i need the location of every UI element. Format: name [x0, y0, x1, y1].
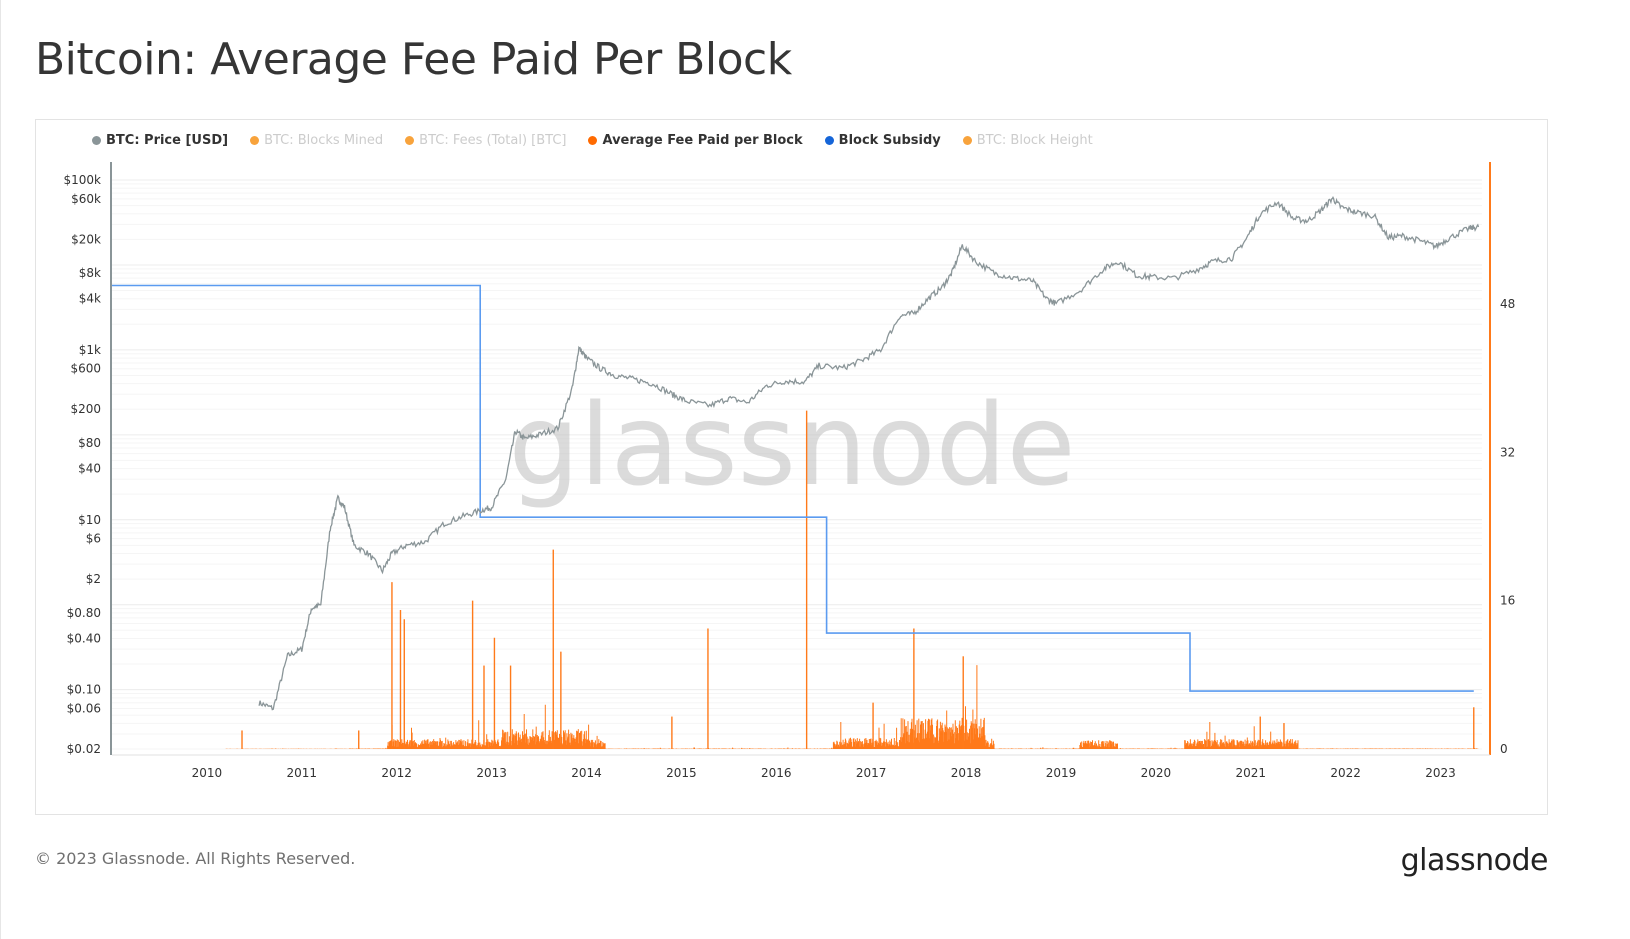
y-right-tick-label: 0	[1500, 742, 1508, 756]
legend-label: BTC: Fees (Total) [BTC]	[419, 132, 567, 148]
x-tick-label: 2014	[571, 766, 602, 780]
y-right-tick-label: 32	[1500, 445, 1515, 459]
subsidy-series	[112, 284, 1474, 692]
fee-activity-bars	[225, 665, 1479, 749]
x-tick-label: 2020	[1141, 766, 1172, 780]
legend-item[interactable]: BTC: Fees (Total) [BTC]	[405, 133, 566, 148]
x-tick-label: 2011	[287, 766, 318, 780]
y-left-tick-label: $0.40	[67, 631, 101, 645]
y-left-tick-label: $60k	[71, 192, 101, 206]
legend-label: Block Subsidy	[838, 132, 941, 148]
y-right-tick-label: 48	[1500, 297, 1515, 311]
y-left-tick-label: $0.10	[67, 683, 101, 697]
legend-item[interactable]: BTC: Block Height	[962, 132, 1093, 148]
grid	[112, 179, 1482, 750]
legend-item[interactable]: Average Fee Paid per Block	[588, 132, 803, 148]
watermark: glassnode	[508, 381, 1075, 511]
x-tick-label: 2013	[476, 766, 507, 780]
x-tick-label: 2018	[951, 766, 982, 780]
x-tick-label: 2017	[856, 766, 887, 780]
x-tick-label: 2022	[1330, 766, 1361, 780]
glassnode-logo[interactable]: glassnode	[1400, 843, 1549, 878]
y-left-tick-label: $20k	[71, 232, 101, 246]
page-title: Bitcoin: Average Fee Paid Per Block	[35, 34, 792, 85]
legend-dot-icon	[250, 135, 260, 145]
fees-series	[225, 410, 1479, 749]
axes	[110, 162, 1491, 756]
legend-dot-icon	[824, 135, 834, 145]
chart-frame	[35, 119, 1548, 815]
y-right-tick-label: 16	[1500, 594, 1515, 608]
legend-label: BTC: Block Height	[976, 132, 1093, 148]
page-border	[0, 0, 1, 939]
x-tick-label: 2015	[666, 766, 697, 780]
x-tick-label: 2021	[1235, 766, 1266, 780]
y-left-tick-label: $8k	[79, 266, 101, 280]
legend-dot-icon	[588, 135, 598, 145]
legend-item[interactable]: BTC: Blocks Mined	[250, 133, 383, 148]
x-tick-label: 2010	[192, 766, 223, 780]
y-left-tick-label: $80	[78, 436, 101, 450]
y-left-tick-label: $0.06	[67, 701, 101, 715]
y-left-tick-label: $10	[78, 513, 101, 527]
legend-dot-icon	[962, 135, 972, 145]
price-line	[258, 195, 1480, 711]
y-left-tick-label: $0.02	[67, 742, 101, 756]
copyright-footer: © 2023 Glassnode. All Rights Reserved.	[35, 849, 356, 868]
y-left-tick-label: $600	[70, 362, 101, 376]
legend-item[interactable]: BTC: Price [USD]	[92, 133, 228, 148]
legend-label: BTC: Blocks Mined	[264, 132, 384, 148]
x-tick-label: 2012	[381, 766, 412, 780]
legend-dot-icon	[92, 135, 101, 145]
x-tick-label: 2019	[1046, 766, 1077, 780]
legend-label: Average Fee Paid per Block	[602, 132, 803, 148]
y-left-tick-label: $200	[70, 402, 101, 416]
chart-legend: BTC: Price [USD] BTC: Blocks Mined BTC: Fe…	[92, 132, 1093, 148]
y-left-tick-label: $0.80	[67, 606, 101, 620]
legend-dot-icon	[405, 135, 415, 145]
y-left-tick-label: $40	[78, 462, 101, 476]
legend-label: BTC: Price [USD]	[106, 132, 229, 148]
legend-item[interactable]: Block Subsidy	[824, 132, 941, 148]
ticks: $100k $60k $20k $8k $4k $1k $600 $200 $80 $40 $10 $…	[64, 173, 1516, 780]
y-left-tick-label: $100k	[64, 173, 102, 187]
y-left-tick-label: $2	[86, 572, 101, 586]
x-tick-label: 2016	[761, 766, 792, 780]
price-series	[258, 195, 1480, 711]
y-left-tick-label: $4k	[79, 292, 101, 306]
y-left-tick-label: $6	[86, 532, 101, 546]
x-tick-label: 2023	[1425, 766, 1456, 780]
block-subsidy-line	[112, 284, 1474, 692]
y-left-tick-label: $1k	[79, 343, 101, 357]
